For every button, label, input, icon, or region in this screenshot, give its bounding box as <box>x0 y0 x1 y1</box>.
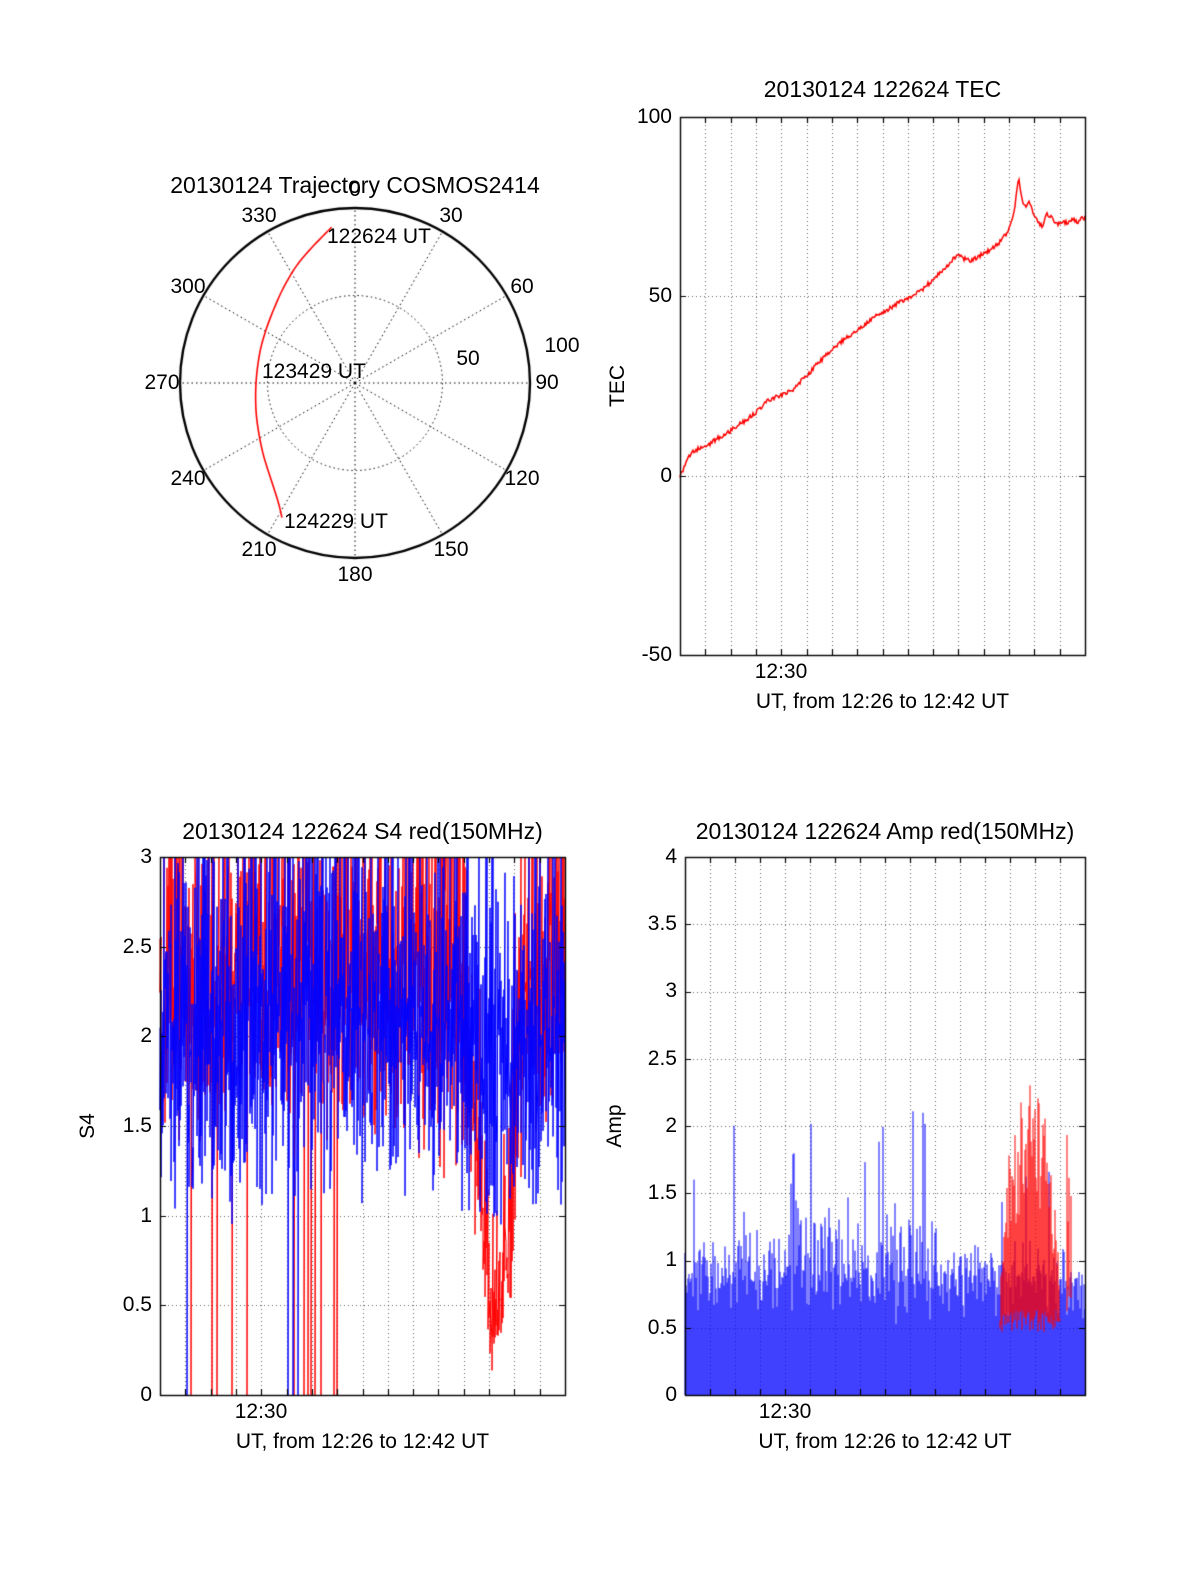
radial-tick-label-100: 100 <box>544 334 580 357</box>
amp-chart: 20130124 122624 Amp red(150MHz) Amp 4 3.… <box>600 810 1160 1470</box>
radial-tick-label-50: 50 <box>456 347 480 370</box>
y-tick-label: 0 <box>140 1383 152 1406</box>
s4-x-axis-label: UT, from 12:26 to 12:42 UT <box>235 1430 490 1453</box>
azimuth-label-330: 330 <box>241 204 277 227</box>
azimuth-label-300: 300 <box>170 275 206 298</box>
tec-y-axis-label: TEC <box>606 365 629 407</box>
tec-title: 20130124 122624 TEC <box>763 76 1002 102</box>
tec-chart: 20130124 122624 TEC TEC 100 50 0 -50 12:… <box>600 70 1160 730</box>
trajectory-canvas <box>130 160 590 600</box>
y-tick-label: -50 <box>641 643 672 666</box>
azimuth-label-120: 120 <box>504 467 540 490</box>
y-tick-label: 0 <box>660 464 672 487</box>
y-tick-label: 2 <box>140 1024 152 1047</box>
trajectory-title: 20130124 Trajectory COSMOS2414 <box>170 172 540 198</box>
s4-canvas <box>60 810 620 1470</box>
y-tick-label: 2 <box>665 1114 677 1137</box>
y-tick-label: 2.5 <box>122 935 152 958</box>
y-tick-label: 2.5 <box>647 1047 677 1070</box>
trajectory-annotation-end: 124229 UT <box>284 510 388 533</box>
y-tick-label: 3 <box>665 979 677 1002</box>
y-tick-label: 0.5 <box>647 1316 677 1339</box>
y-tick-label: 0.5 <box>122 1293 152 1316</box>
y-tick-label: 3 <box>140 845 152 868</box>
azimuth-label-60: 60 <box>510 275 534 298</box>
y-tick-label: 1.5 <box>647 1181 677 1204</box>
tec-canvas <box>600 70 1160 730</box>
amp-x-axis-label: UT, from 12:26 to 12:42 UT <box>758 1430 1012 1453</box>
amp-canvas <box>600 810 1160 1470</box>
azimuth-label-150: 150 <box>433 538 469 561</box>
trajectory-annotation-start: 122624 UT <box>327 225 431 248</box>
azimuth-label-270: 270 <box>144 371 180 394</box>
amp-title: 20130124 122624 Amp red(150MHz) <box>695 818 1075 844</box>
y-tick-label: 50 <box>648 284 672 307</box>
s4-title: 20130124 122624 S4 red(150MHz) <box>182 818 543 844</box>
azimuth-label-0: 0 <box>349 178 361 201</box>
y-tick-label: 1 <box>140 1204 152 1227</box>
y-tick-label: 100 <box>636 105 672 128</box>
azimuth-label-240: 240 <box>170 467 206 490</box>
y-tick-label: 1.5 <box>122 1114 152 1137</box>
x-tick-label: 12:30 <box>758 1400 812 1423</box>
azimuth-label-180: 180 <box>337 563 373 586</box>
trajectory-plot: 20130124 Trajectory COSMOS2414 0 30 60 9… <box>130 160 590 600</box>
azimuth-label-30: 30 <box>439 204 463 227</box>
tec-x-axis-label: UT, from 12:26 to 12:42 UT <box>755 690 1010 713</box>
y-tick-label: 4 <box>665 845 677 868</box>
x-tick-label: 12:30 <box>754 660 808 683</box>
azimuth-label-210: 210 <box>241 538 277 561</box>
azimuth-label-90: 90 <box>535 371 559 394</box>
x-tick-label: 12:30 <box>234 1400 288 1423</box>
y-tick-label: 0 <box>665 1383 677 1406</box>
y-tick-label: 1 <box>665 1248 677 1271</box>
s4-chart: 20130124 122624 S4 red(150MHz) S4 3 2.5 … <box>60 810 620 1470</box>
y-tick-label: 3.5 <box>647 912 677 935</box>
trajectory-annotation-mid: 123429 UT <box>262 360 366 383</box>
